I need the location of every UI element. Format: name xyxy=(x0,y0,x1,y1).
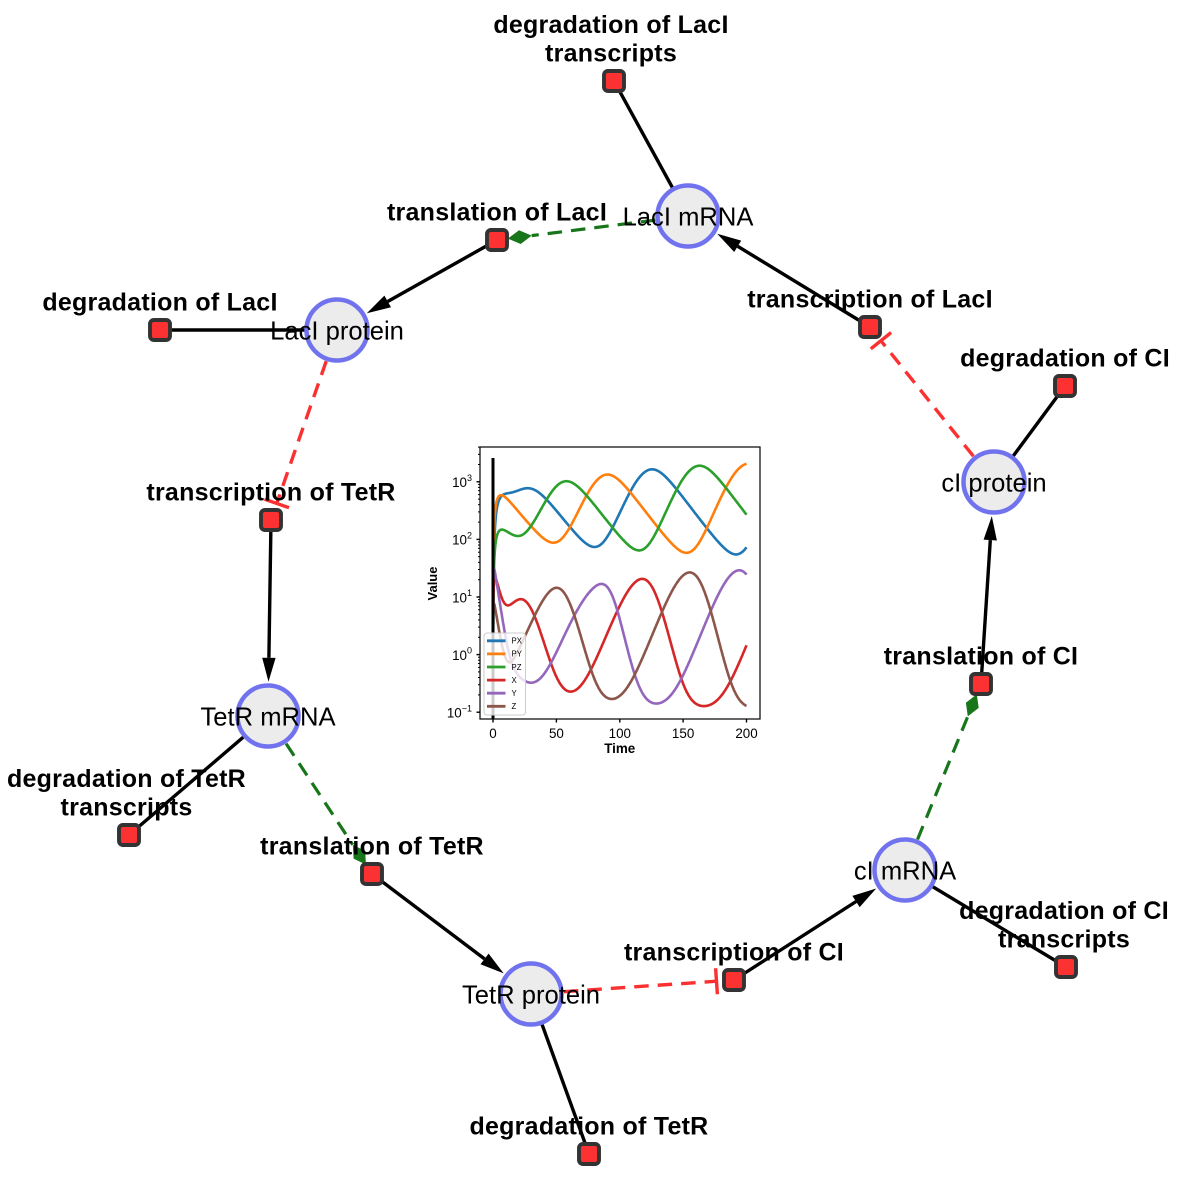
svg-text:100: 100 xyxy=(609,726,631,741)
svg-text:transcripts: transcripts xyxy=(61,794,193,822)
svg-text:Y: Y xyxy=(512,689,518,698)
svg-text:translation of CI: translation of CI xyxy=(884,642,1079,670)
svg-text:translation of LacI: translation of LacI xyxy=(387,198,607,226)
svg-text:translation of TetR: translation of TetR xyxy=(260,832,484,860)
svg-text:cI protein: cI protein xyxy=(941,470,1046,498)
svg-text:transcription of LacI: transcription of LacI xyxy=(747,285,993,313)
svg-text:PY: PY xyxy=(512,650,523,659)
svg-text:Z: Z xyxy=(512,702,517,711)
svg-text:degradation of LacI: degradation of LacI xyxy=(493,11,728,39)
svg-text:LacI protein: LacI protein xyxy=(270,318,404,346)
svg-text:X: X xyxy=(512,676,518,685)
svg-text:Time: Time xyxy=(604,741,635,756)
svg-text:degradation of TetR: degradation of TetR xyxy=(469,1112,708,1140)
svg-text:150: 150 xyxy=(672,726,694,741)
svg-text:Value: Value xyxy=(425,567,440,601)
svg-text:degradation of CI: degradation of CI xyxy=(960,344,1170,372)
svg-text:TetR mRNA: TetR mRNA xyxy=(200,704,336,732)
svg-text:PX: PX xyxy=(512,637,523,646)
svg-text:cI mRNA: cI mRNA xyxy=(854,858,957,886)
svg-text:50: 50 xyxy=(549,726,564,741)
svg-text:transcription of TetR: transcription of TetR xyxy=(146,478,395,506)
svg-text:TetR protein: TetR protein xyxy=(462,982,600,1010)
svg-text:LacI mRNA: LacI mRNA xyxy=(623,204,755,232)
svg-text:transcription of CI: transcription of CI xyxy=(624,938,844,966)
svg-text:PZ: PZ xyxy=(512,663,522,672)
svg-text:200: 200 xyxy=(735,726,757,741)
svg-text:degradation of LacI: degradation of LacI xyxy=(42,288,277,316)
svg-text:degradation of TetR: degradation of TetR xyxy=(7,765,246,793)
svg-text:degradation of CI: degradation of CI xyxy=(959,897,1169,925)
svg-text:transcripts: transcripts xyxy=(545,40,677,68)
svg-text:transcripts: transcripts xyxy=(998,926,1130,954)
svg-text:0: 0 xyxy=(489,726,496,741)
